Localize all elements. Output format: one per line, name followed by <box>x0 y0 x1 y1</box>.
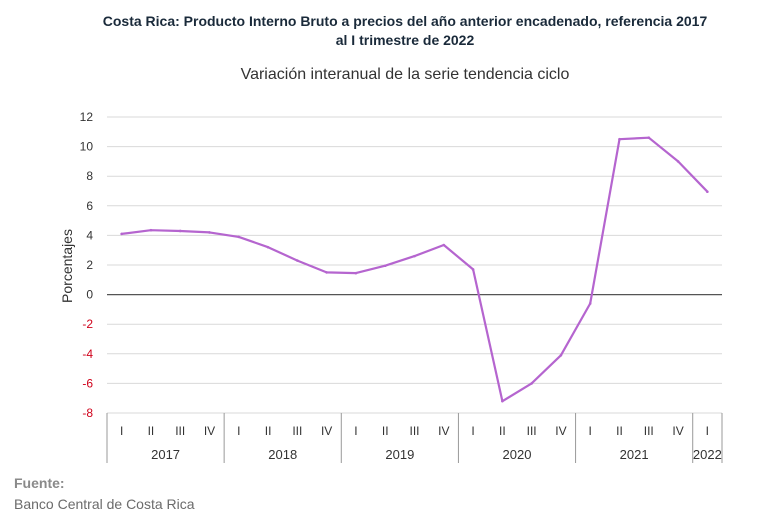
data-point <box>706 190 709 194</box>
x-tick-year-label: 2022 <box>693 447 722 462</box>
x-tick-quarter-label: II <box>616 424 623 438</box>
x-tick-year-label: 2019 <box>385 447 414 462</box>
x-tick-quarter-label: III <box>409 424 419 438</box>
chart-title-line-2: al I trimestre de 2022 <box>335 32 475 48</box>
x-tick-quarter-label: III <box>644 424 654 438</box>
data-point <box>149 228 153 232</box>
data-point <box>208 231 211 234</box>
x-tick-quarter-label: II <box>382 424 389 438</box>
y-tick-label: 10 <box>80 140 94 154</box>
x-tick-quarter-label: III <box>292 424 302 438</box>
data-point <box>266 245 270 249</box>
y-tick-label: 0 <box>86 288 93 302</box>
x-tick-year-label: 2021 <box>620 447 649 462</box>
data-point <box>383 264 387 268</box>
data-point <box>618 137 621 141</box>
y-tick-label: -8 <box>82 406 93 420</box>
source-text: Banco Central de Costa Rica <box>14 496 195 512</box>
data-point <box>676 160 680 163</box>
x-tick-year-label: 2017 <box>151 447 180 462</box>
y-tick-label: -2 <box>82 317 93 331</box>
data-point <box>471 268 475 271</box>
y-tick-label: 8 <box>86 169 93 183</box>
data-point <box>559 353 563 357</box>
y-tick-label: 4 <box>86 228 93 242</box>
x-tick-quarter-label: IV <box>204 424 215 438</box>
x-tick-year-label: 2020 <box>503 447 532 462</box>
x-tick-quarter-label: I <box>354 424 357 438</box>
series <box>120 136 709 403</box>
x-tick-quarter-label: III <box>175 424 185 438</box>
x-tick-quarter-label: I <box>120 424 123 438</box>
data-point <box>325 271 328 274</box>
y-axis-label: Porcentajes <box>59 229 75 303</box>
data-point <box>413 254 416 258</box>
data-point <box>647 136 651 140</box>
grid-lines <box>107 116 722 414</box>
data-point <box>296 259 299 262</box>
x-tick-quarter-label: I <box>706 424 709 438</box>
x-tick-quarter-label: I <box>237 424 240 438</box>
data-point <box>530 382 533 385</box>
x-axis: I II III IV I II III IV I II III IV I II III IV I II III IV… <box>106 413 723 463</box>
data-point <box>501 399 504 403</box>
chart-subtitle: Variación interanual de la serie tendenc… <box>240 66 570 83</box>
data-point <box>178 229 182 233</box>
x-tick-quarter-label: I <box>589 424 592 438</box>
x-tick-quarter-label: II <box>265 424 272 438</box>
series-line <box>120 136 709 403</box>
chart-title-line-1: Costa Rica: Producto Interno Bruto a pre… <box>102 13 708 29</box>
y-tick-label: -6 <box>82 376 93 390</box>
y-tick-label: 12 <box>80 110 94 124</box>
data-point <box>354 271 358 275</box>
x-tick-quarter-label: IV <box>555 424 566 438</box>
data-point <box>237 235 241 239</box>
x-tick-quarter-label: III <box>527 424 537 438</box>
y-tick-label: 2 <box>86 258 93 272</box>
chart-title: Costa Rica: Producto Interno Bruto a pre… <box>60 12 750 50</box>
x-tick-quarter-label: IV <box>321 424 332 438</box>
x-tick-quarter-label: II <box>148 424 155 438</box>
data-point <box>120 232 123 236</box>
x-tick-quarter-label: I <box>471 424 474 438</box>
y-tick-label: -4 <box>82 347 93 361</box>
x-tick-quarter-label: II <box>499 424 506 438</box>
x-tick-year-label: 2018 <box>268 447 297 462</box>
y-tick-label: 6 <box>86 199 93 213</box>
x-tick-quarter-label: IV <box>672 424 683 438</box>
x-tick-quarter-label: IV <box>438 424 449 438</box>
data-point <box>588 302 592 305</box>
y-axis-ticks: 12 10 8 6 4 2 0 -2 -4 -6 -8 <box>80 110 94 420</box>
data-point <box>442 243 446 247</box>
source-label: Fuente: <box>14 475 65 491</box>
